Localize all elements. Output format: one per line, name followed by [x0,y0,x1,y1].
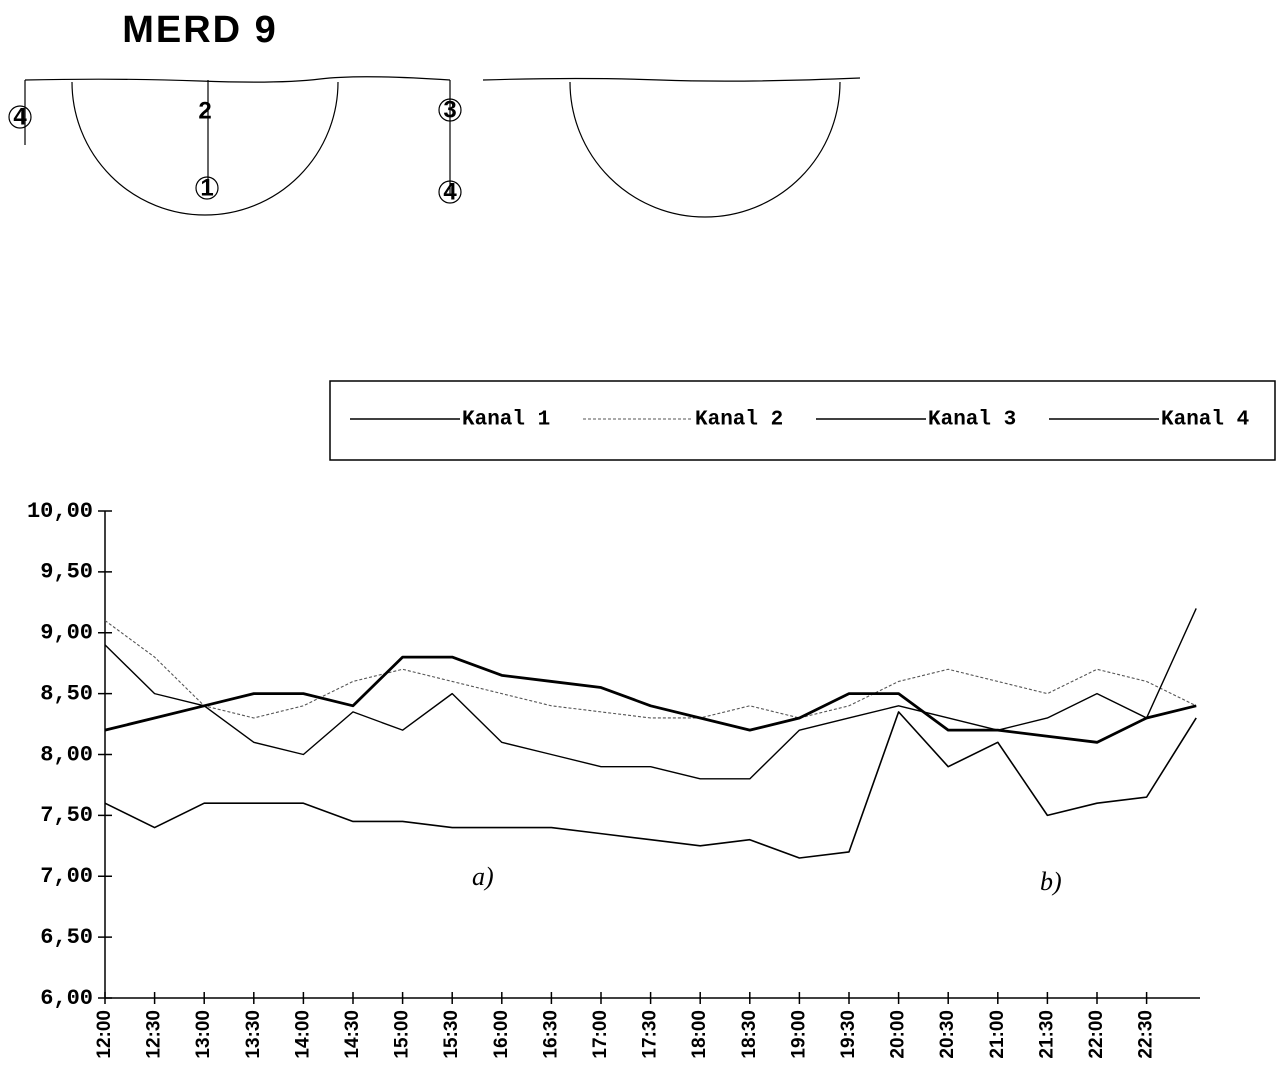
sensor [438,180,462,204]
y-tick-label: 8,50 [40,681,93,706]
x-tick-label: 20:00 [888,1010,909,1059]
sensor [195,176,219,200]
x-tick-label: 13:00 [193,1010,214,1059]
y-tick-label: 10,00 [27,499,93,524]
x-tick-label: 19:30 [838,1010,859,1059]
x-tick-label: 18:00 [689,1010,710,1059]
sensor-label: 2 [198,97,211,124]
x-tick-label: 12:30 [144,1010,165,1059]
x-tick-label: 12:00 [94,1010,115,1059]
cage-diagram [8,76,861,218]
x-tick-label: 17:00 [590,1010,611,1059]
x-tick-label: 22:00 [1086,1010,1107,1059]
x-tick-label: 15:30 [441,1010,462,1059]
x-tick-label: 22:30 [1136,1010,1157,1059]
legend-label: Kanal 4 [1161,409,1249,432]
cage [71,81,339,216]
series-line [104,711,1197,859]
y-tick-label: 7,00 [40,864,93,889]
series-line [104,608,1197,780]
sensor-label: 4 [443,178,457,205]
x-tick-label: 21:00 [987,1010,1008,1059]
x-tick-label: 16:00 [491,1010,512,1059]
x-tick-label: 14:00 [292,1010,313,1059]
title: MERD 9 [122,9,278,51]
y-tick-label: 9,00 [40,621,93,646]
sensor-label: 1 [200,174,213,201]
x-tick-label: 18:30 [739,1010,760,1059]
x-tick-label: 16:30 [540,1010,561,1059]
cage [569,81,841,218]
legend-label: Kanal 2 [695,409,783,432]
y-tick-label: 8,00 [40,742,93,767]
sensor [438,98,462,122]
y-tick-label: 6,00 [40,986,93,1011]
waterline [24,76,451,83]
x-tick-label: 14:30 [342,1010,363,1059]
series-line [104,655,1197,744]
waterline [482,77,861,82]
x-tick-label: 20:30 [937,1010,958,1059]
x-tick-label: 17:30 [640,1010,661,1059]
x-tick-label: 13:30 [243,1010,264,1059]
legend-label: Kanal 1 [462,409,550,432]
x-tick-label: 15:00 [392,1010,413,1059]
y-tick-label: 9,50 [40,560,93,585]
sensor [8,105,32,129]
legend [329,380,1276,461]
series-line [104,620,1197,719]
y-tick-label: 7,50 [40,803,93,828]
sensor-label: 3 [443,96,456,123]
y-tick-label: 6,50 [40,925,93,950]
x-tick-label: 19:00 [788,1010,809,1059]
legend-label: Kanal 3 [928,409,1016,432]
annotation: b) [1040,867,1062,896]
annotation: a) [472,862,494,891]
sensor-label: 4 [13,103,27,130]
x-tick-label: 21:30 [1036,1010,1057,1059]
